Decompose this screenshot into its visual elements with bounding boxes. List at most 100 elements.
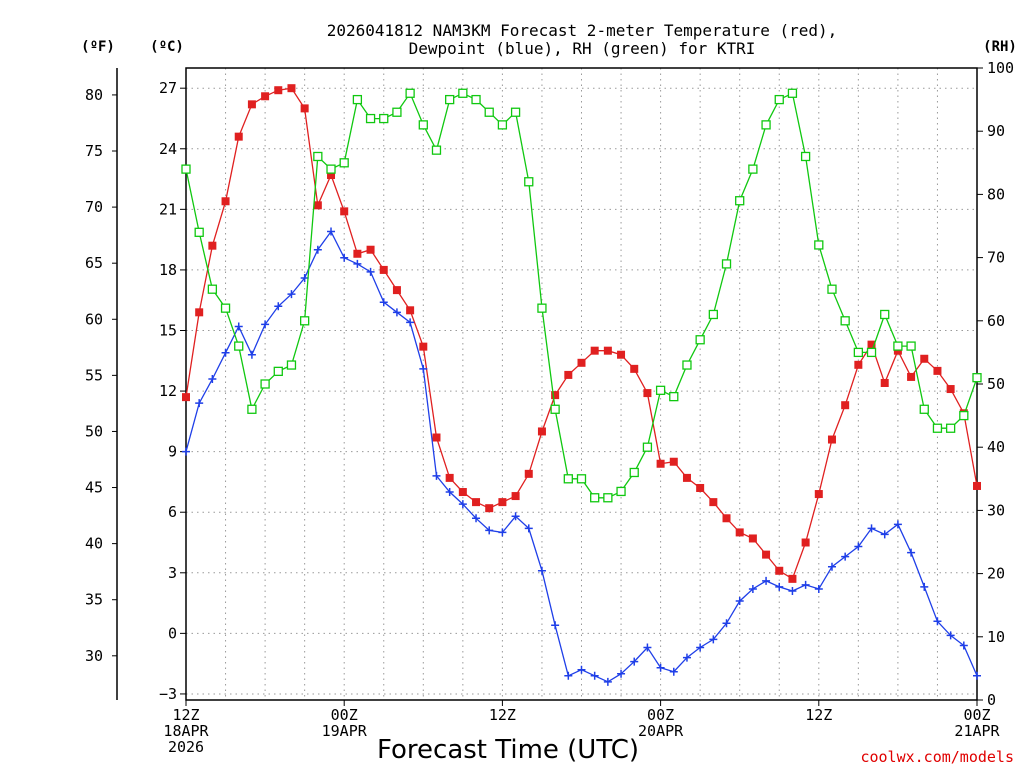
dewpoint-point bbox=[801, 580, 810, 589]
temperature-point bbox=[419, 342, 428, 351]
dewpoint-point bbox=[234, 322, 243, 331]
rh-point bbox=[945, 423, 956, 433]
celsius-tick-label: 21 bbox=[159, 200, 177, 218]
rh-point bbox=[603, 493, 613, 503]
temperature-point bbox=[300, 104, 309, 113]
fahrenheit-tick-label: 50 bbox=[85, 422, 103, 440]
dewpoint-point bbox=[577, 665, 586, 674]
rh-point bbox=[642, 442, 653, 452]
dewpoint-point bbox=[907, 548, 916, 557]
dewpoint-point bbox=[524, 524, 533, 533]
dewpoint-point bbox=[973, 671, 981, 680]
temperature-point bbox=[458, 488, 467, 497]
temperature-point bbox=[643, 389, 652, 398]
rh-point bbox=[563, 474, 573, 484]
x-tick-label: 00Z bbox=[647, 706, 674, 724]
dewpoint-point bbox=[353, 259, 362, 268]
grid-lines bbox=[186, 68, 977, 700]
dewpoint-point bbox=[827, 562, 836, 571]
rh-point bbox=[299, 316, 310, 326]
celsius-tick-label: 12 bbox=[159, 382, 177, 400]
temperature-point bbox=[287, 84, 296, 93]
x-tick-label: 12Z bbox=[805, 706, 832, 724]
temperature-point bbox=[537, 427, 546, 436]
temperature-point bbox=[814, 490, 823, 499]
rh-point bbox=[695, 335, 705, 345]
temperature-point bbox=[261, 92, 270, 101]
dewpoint-point bbox=[366, 267, 375, 276]
dewpoint-point bbox=[617, 669, 626, 678]
dewpoint-point bbox=[933, 617, 942, 626]
rh-point bbox=[524, 177, 534, 187]
data-series bbox=[181, 84, 982, 686]
rh-tick-label: 90 bbox=[987, 122, 1005, 140]
fahrenheit-tick-label: 35 bbox=[85, 591, 103, 609]
dewpoint-point bbox=[748, 584, 757, 593]
temperature-point bbox=[735, 528, 744, 537]
celsius-tick-label: 0 bbox=[168, 624, 177, 642]
rh-point bbox=[840, 316, 850, 326]
temperature-point bbox=[274, 86, 283, 95]
temperature-point bbox=[669, 457, 678, 466]
temperature-point bbox=[379, 265, 388, 274]
rh-point bbox=[497, 120, 508, 130]
temperature-point bbox=[656, 459, 665, 468]
temperature-point bbox=[221, 197, 230, 206]
temperature-point bbox=[748, 534, 757, 543]
temperature-point bbox=[445, 473, 454, 482]
dewpoint-point bbox=[696, 643, 705, 652]
celsius-tick-label: 27 bbox=[159, 79, 177, 97]
dewpoint-point bbox=[419, 364, 428, 373]
rh-point bbox=[458, 88, 468, 98]
dewpoint-point bbox=[788, 586, 797, 595]
rh-point bbox=[234, 341, 244, 351]
rh-point bbox=[247, 404, 257, 414]
rh-point bbox=[273, 366, 283, 377]
temperature-point bbox=[564, 370, 573, 379]
temperature-point bbox=[208, 241, 217, 250]
dewpoint-point bbox=[472, 514, 481, 523]
dewpoint-point bbox=[392, 308, 401, 317]
celsius-tick-label: 24 bbox=[159, 140, 177, 158]
temperature-point bbox=[617, 350, 626, 359]
rh-unit-label: (RH) bbox=[983, 39, 1017, 55]
dewpoint-point bbox=[274, 302, 283, 311]
dewpoint-point bbox=[498, 528, 507, 537]
rh-tick-label: 0 bbox=[987, 691, 996, 709]
rh-point bbox=[445, 94, 455, 105]
credit-link[interactable]: coolwx.com/models bbox=[860, 748, 1014, 766]
temperature-point bbox=[920, 354, 929, 363]
dewpoint-point bbox=[762, 576, 771, 585]
rh-point bbox=[339, 158, 349, 168]
dewpoint-point bbox=[537, 566, 546, 575]
temperature-point bbox=[788, 574, 797, 583]
rh-point bbox=[616, 486, 626, 497]
x-tick-label: 18APR bbox=[163, 722, 209, 740]
temperature-point bbox=[907, 372, 916, 381]
rh-point bbox=[181, 164, 191, 174]
dewpoint-point bbox=[485, 526, 494, 535]
rh-point bbox=[932, 423, 943, 433]
rh-point bbox=[537, 303, 547, 313]
temperature-point bbox=[498, 498, 507, 507]
dewpoint-point bbox=[893, 520, 902, 529]
rh-point bbox=[866, 347, 877, 358]
dewpoint-point bbox=[261, 320, 270, 329]
temperature-point bbox=[630, 364, 639, 373]
rh-point bbox=[880, 309, 890, 320]
rh-point bbox=[326, 164, 336, 174]
rh-point bbox=[392, 107, 402, 117]
temperature-point bbox=[775, 566, 784, 575]
x-axis-label: Forecast Time (UTC) bbox=[377, 735, 639, 765]
dewpoint-point bbox=[682, 653, 691, 662]
temperature-point bbox=[973, 481, 981, 490]
celsius-tick-label: 18 bbox=[159, 261, 177, 279]
fahrenheit-tick-label: 65 bbox=[85, 254, 103, 272]
temperature-point bbox=[854, 360, 863, 369]
rh-tick-label: 50 bbox=[987, 375, 1005, 393]
dewpoint-point bbox=[195, 399, 204, 408]
dewpoint-point bbox=[603, 677, 612, 686]
dewpoint-point bbox=[406, 318, 415, 327]
temperature-point bbox=[577, 358, 586, 367]
temperature-point bbox=[696, 483, 705, 492]
